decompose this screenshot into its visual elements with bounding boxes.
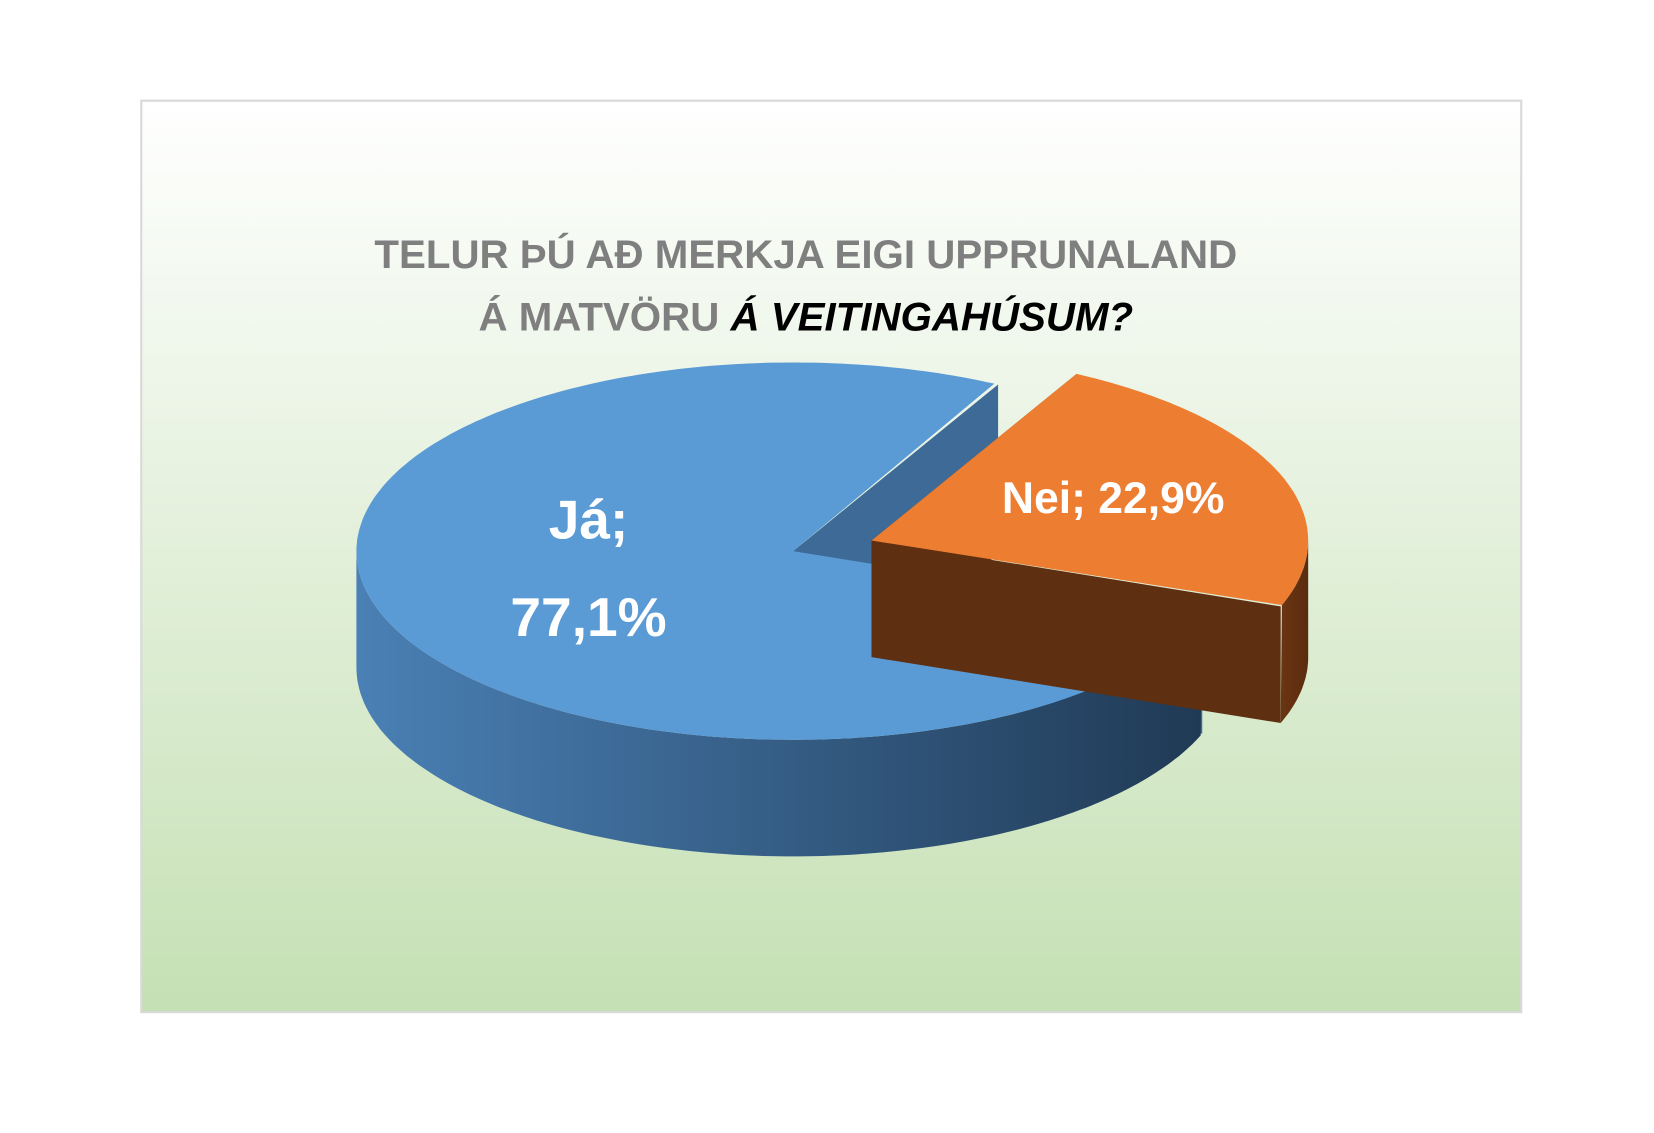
slice-nei-top: [871, 373, 1309, 606]
data-label-nei: Nei; 22,9%: [1002, 474, 1225, 523]
chart-title-line-2: Á MATVÖRU Á VEITINGAHÚSUM?: [478, 294, 1133, 340]
chart-title-line-1: TELUR ÞÚ AÐ MERKJA EIGI UPPRUNALAND: [374, 231, 1237, 277]
slice-ja-side-0: [356, 552, 1203, 857]
chart-title-emphasis: Á VEITINGAHÚSUM?: [729, 294, 1133, 340]
slice-nei-cut-face-end: [871, 540, 1281, 724]
slice-nei-side-0: [1280, 540, 1309, 724]
data-label-ja-line-1: Já;: [549, 488, 629, 550]
data-label-ja-line-2: 77,1%: [510, 586, 666, 648]
pie-slices: [356, 362, 1309, 857]
